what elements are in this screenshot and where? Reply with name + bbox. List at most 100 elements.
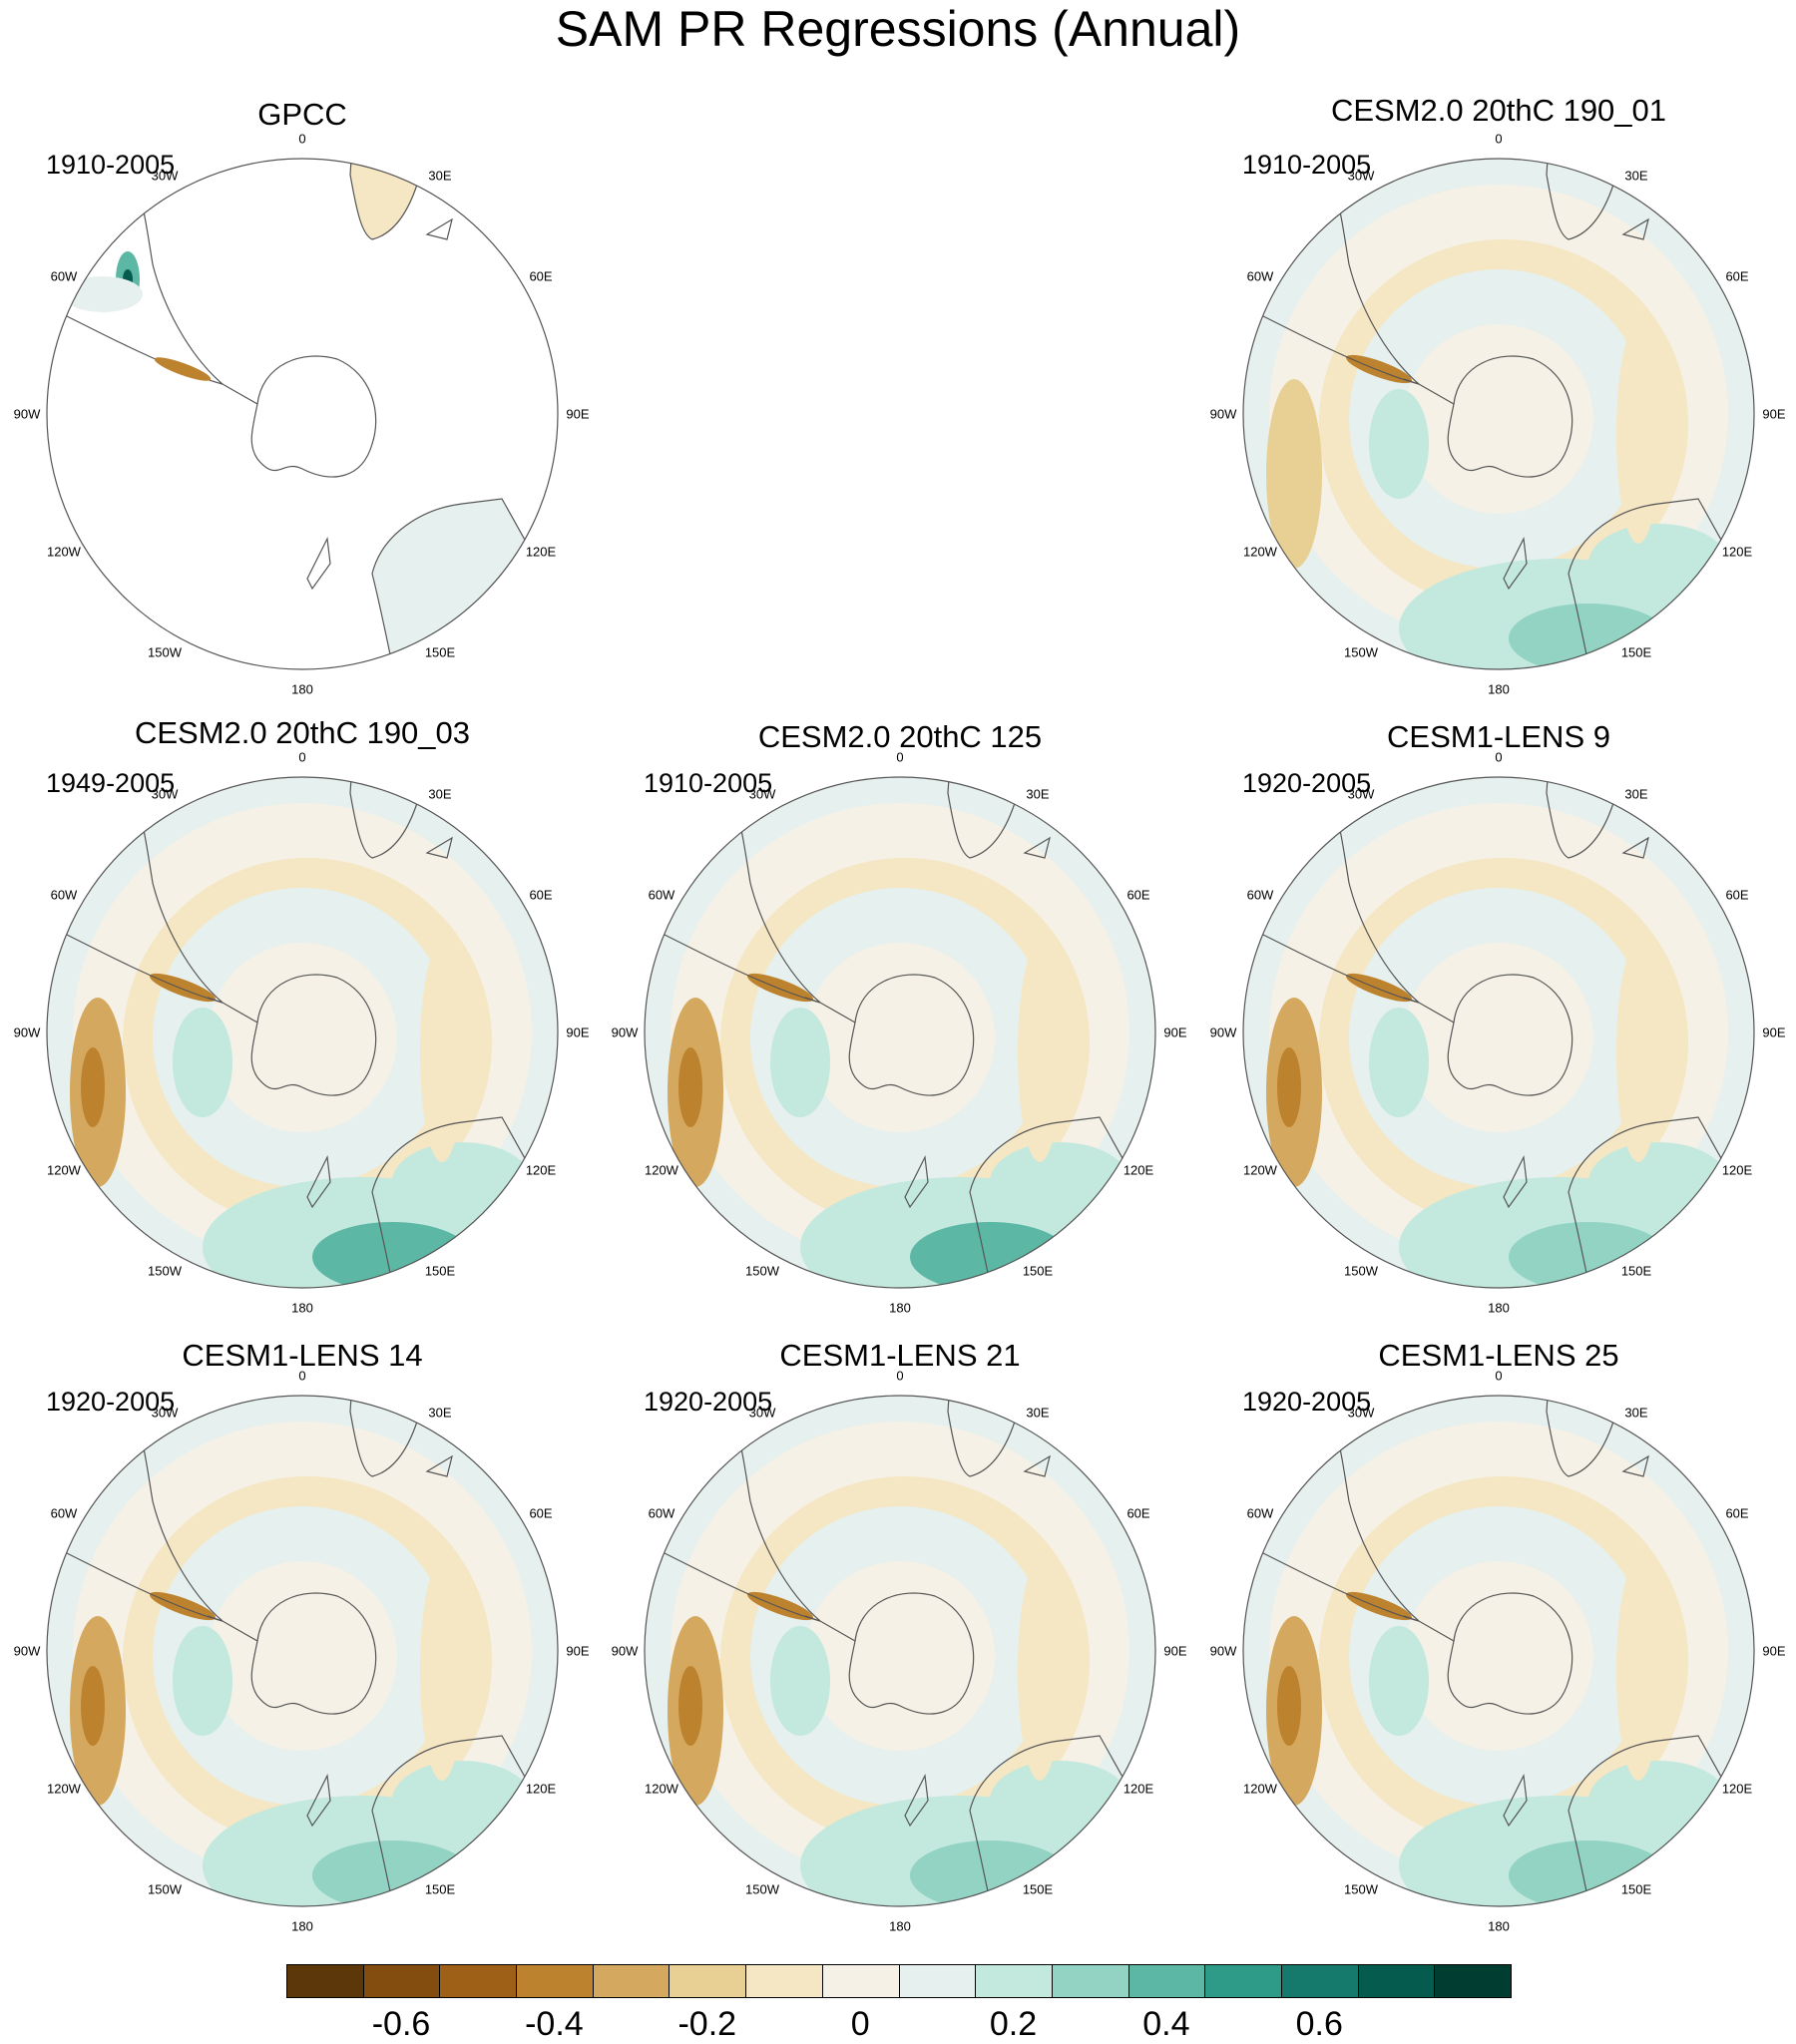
- polar-map: [46, 1395, 559, 1907]
- longitude-label: 180: [889, 1918, 911, 1934]
- longitude-label: 60W: [1246, 887, 1274, 903]
- madagascar-outline: [425, 1454, 453, 1477]
- field-blob: [990, 1761, 1129, 1840]
- field-blob: [1616, 1561, 1660, 1781]
- longitude-label: 30E: [1026, 1405, 1050, 1421]
- longitude-label: 90W: [13, 406, 41, 422]
- longitude-label: 30E: [428, 168, 452, 184]
- longitude-label: 90W: [1209, 406, 1237, 422]
- panel-period: 1920-2005: [46, 1387, 176, 1417]
- polar-map: [46, 158, 559, 670]
- field-blob: [1588, 1761, 1728, 1840]
- panel-period: 1920-2005: [1242, 768, 1372, 798]
- panel-title: CESM2.0 20thC 190_01: [1330, 93, 1667, 128]
- colorbar-swatch: [975, 1964, 1053, 1998]
- map-boundary: [644, 1395, 1156, 1907]
- longitude-label: 60W: [1246, 268, 1274, 284]
- longitude-label: 0: [896, 749, 904, 765]
- colorbar-tick-label: 0: [850, 2005, 870, 2043]
- field-blob: [910, 1840, 1070, 1906]
- africa-outline: [349, 1396, 423, 1477]
- panel-period: 1910-2005: [644, 768, 773, 798]
- field-ring: [805, 943, 995, 1132]
- field-blob: [1266, 379, 1322, 569]
- longitude-label: 150W: [745, 1263, 779, 1279]
- longitude-label: 60W: [50, 268, 78, 284]
- madagascar-outline: [1621, 217, 1649, 240]
- longitude-label: 120E: [1721, 544, 1753, 560]
- longitude-label: 90E: [566, 406, 590, 422]
- longitude-label: 30W: [748, 786, 776, 802]
- madagascar-outline: [425, 836, 453, 859]
- longitude-label: 30E: [1624, 786, 1648, 802]
- longitude-label: 150W: [148, 1263, 182, 1279]
- colorbar-swatch: [286, 1964, 364, 1998]
- longitude-label: 30E: [428, 786, 452, 802]
- new-zealand-outline: [904, 1154, 929, 1209]
- longitude-label: 30W: [1347, 1405, 1375, 1421]
- longitude-label: 150W: [745, 1881, 779, 1897]
- colorbar-swatch: [592, 1964, 671, 1998]
- field-blob: [173, 1626, 232, 1736]
- longitude-label: 90E: [1163, 1024, 1187, 1040]
- longitude-label: 0: [896, 1368, 904, 1384]
- polar-map: [644, 776, 1156, 1289]
- longitude-label: 180: [1488, 1300, 1510, 1316]
- longitude-label: 60E: [1725, 887, 1749, 903]
- panel-period: 1920-2005: [1242, 1387, 1372, 1417]
- panel-title: CESM1-LENS 14: [182, 1338, 423, 1373]
- longitude-label: 120E: [525, 544, 557, 560]
- field-blob: [1018, 1561, 1062, 1781]
- panel-period: 1949-2005: [46, 768, 176, 798]
- new-zealand-outline: [1503, 1154, 1528, 1209]
- field-blob: [1277, 1666, 1301, 1746]
- field-blob: [1588, 1142, 1728, 1222]
- longitude-label: 30E: [1624, 168, 1648, 184]
- panel-title: CESM1-LENS 21: [779, 1338, 1021, 1373]
- field-blob: [173, 1008, 232, 1117]
- longitude-label: 60E: [529, 1505, 553, 1521]
- map-boundary: [46, 158, 559, 670]
- australia-outline: [371, 498, 558, 669]
- panel-period: 1920-2005: [644, 1387, 773, 1417]
- longitude-label: 150E: [1620, 1881, 1652, 1897]
- africa-outline: [349, 777, 423, 859]
- polar-map: [644, 1395, 1156, 1907]
- longitude-label: 90W: [611, 1643, 639, 1659]
- longitude-label: 150W: [148, 644, 182, 660]
- field-blob: [770, 1626, 830, 1736]
- longitude-label: 120W: [46, 1162, 81, 1178]
- map-boundary: [1242, 1395, 1755, 1907]
- longitude-label: 120E: [1721, 1162, 1753, 1178]
- longitude-label: 90W: [1209, 1024, 1237, 1040]
- field-blob: [420, 943, 464, 1162]
- longitude-label: 60E: [529, 887, 553, 903]
- colorbar-swatch: [1434, 1964, 1512, 1998]
- africa-outline: [947, 1396, 1021, 1477]
- polar-map: [1242, 776, 1755, 1289]
- longitude-label: 120W: [1242, 544, 1277, 560]
- longitude-label: 150E: [1022, 1881, 1054, 1897]
- colorbar-tick-label: -0.2: [677, 2005, 737, 2043]
- new-zealand-outline: [306, 536, 331, 591]
- longitude-label: 180: [291, 1300, 313, 1316]
- polar-map: [46, 776, 559, 1289]
- longitude-label: 60W: [648, 887, 675, 903]
- longitude-label: 180: [1488, 681, 1510, 697]
- longitude-label: 30W: [151, 1405, 179, 1421]
- colorbar-swatch: [362, 1964, 441, 1998]
- field-blob: [1509, 1840, 1668, 1906]
- madagascar-outline: [1023, 1454, 1051, 1477]
- longitude-label: 0: [298, 131, 306, 147]
- colorbar-tick-label: -0.6: [371, 2005, 431, 2043]
- longitude-label: 90W: [13, 1024, 41, 1040]
- field-blob: [678, 1666, 702, 1746]
- colorbar-swatch: [1280, 1964, 1359, 1998]
- figure-title: SAM PR Regressions (Annual): [555, 1, 1241, 57]
- longitude-label: 60W: [50, 887, 78, 903]
- field-blob: [990, 1142, 1129, 1222]
- field-blob: [392, 1761, 532, 1840]
- longitude-label: 150E: [1620, 1263, 1652, 1279]
- longitude-label: 150E: [424, 1263, 456, 1279]
- field-blob: [312, 1222, 472, 1288]
